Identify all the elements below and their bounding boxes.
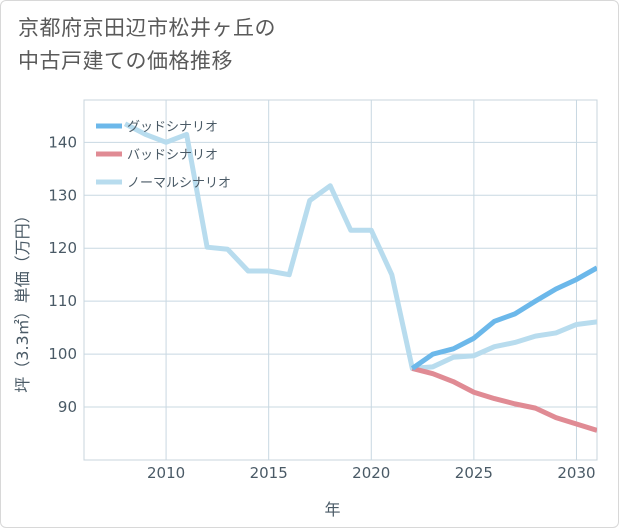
- y-tick-label: 90: [58, 398, 77, 416]
- legend-label: ノーマルシナリオ: [127, 176, 231, 191]
- y-tick-label: 110: [48, 292, 77, 310]
- legend-label: グッドシナリオ: [127, 120, 218, 135]
- series-layer: [123, 121, 597, 433]
- chart-title-line-2: 中古戸建ての価格推移: [18, 49, 233, 73]
- x-tick-label: 2025: [455, 464, 493, 482]
- grid: [83, 99, 598, 461]
- x-axis-title: 年: [324, 500, 340, 519]
- axes: 2010 2015 2020 2025 2030 90 100 110 120 130 140 年 坪（…: [13, 133, 596, 519]
- x-tick-label: 2015: [250, 464, 288, 482]
- x-tick-label: 2030: [557, 464, 595, 482]
- y-tick-label: 120: [48, 239, 77, 257]
- chart-title-line-1: 京都府京田辺市松井ヶ丘の: [18, 16, 276, 40]
- y-axis-title: 坪（3.3㎡）単価（万円）: [13, 207, 32, 392]
- series-line-0: [410, 265, 597, 371]
- series-line-1: [411, 365, 597, 433]
- chart-title: 京都府京田辺市松井ヶ丘の 中古戸建ての価格推移: [18, 12, 598, 78]
- x-tick-label: 2020: [352, 464, 390, 482]
- y-tick-label: 130: [48, 186, 77, 204]
- series-line-2: [123, 121, 597, 371]
- x-tick-label: 2010: [147, 464, 185, 482]
- y-tick-label: 140: [48, 133, 77, 151]
- y-tick-label: 100: [48, 345, 77, 363]
- legend-label: バッドシナリオ: [127, 148, 218, 163]
- plot-area: [83, 99, 598, 461]
